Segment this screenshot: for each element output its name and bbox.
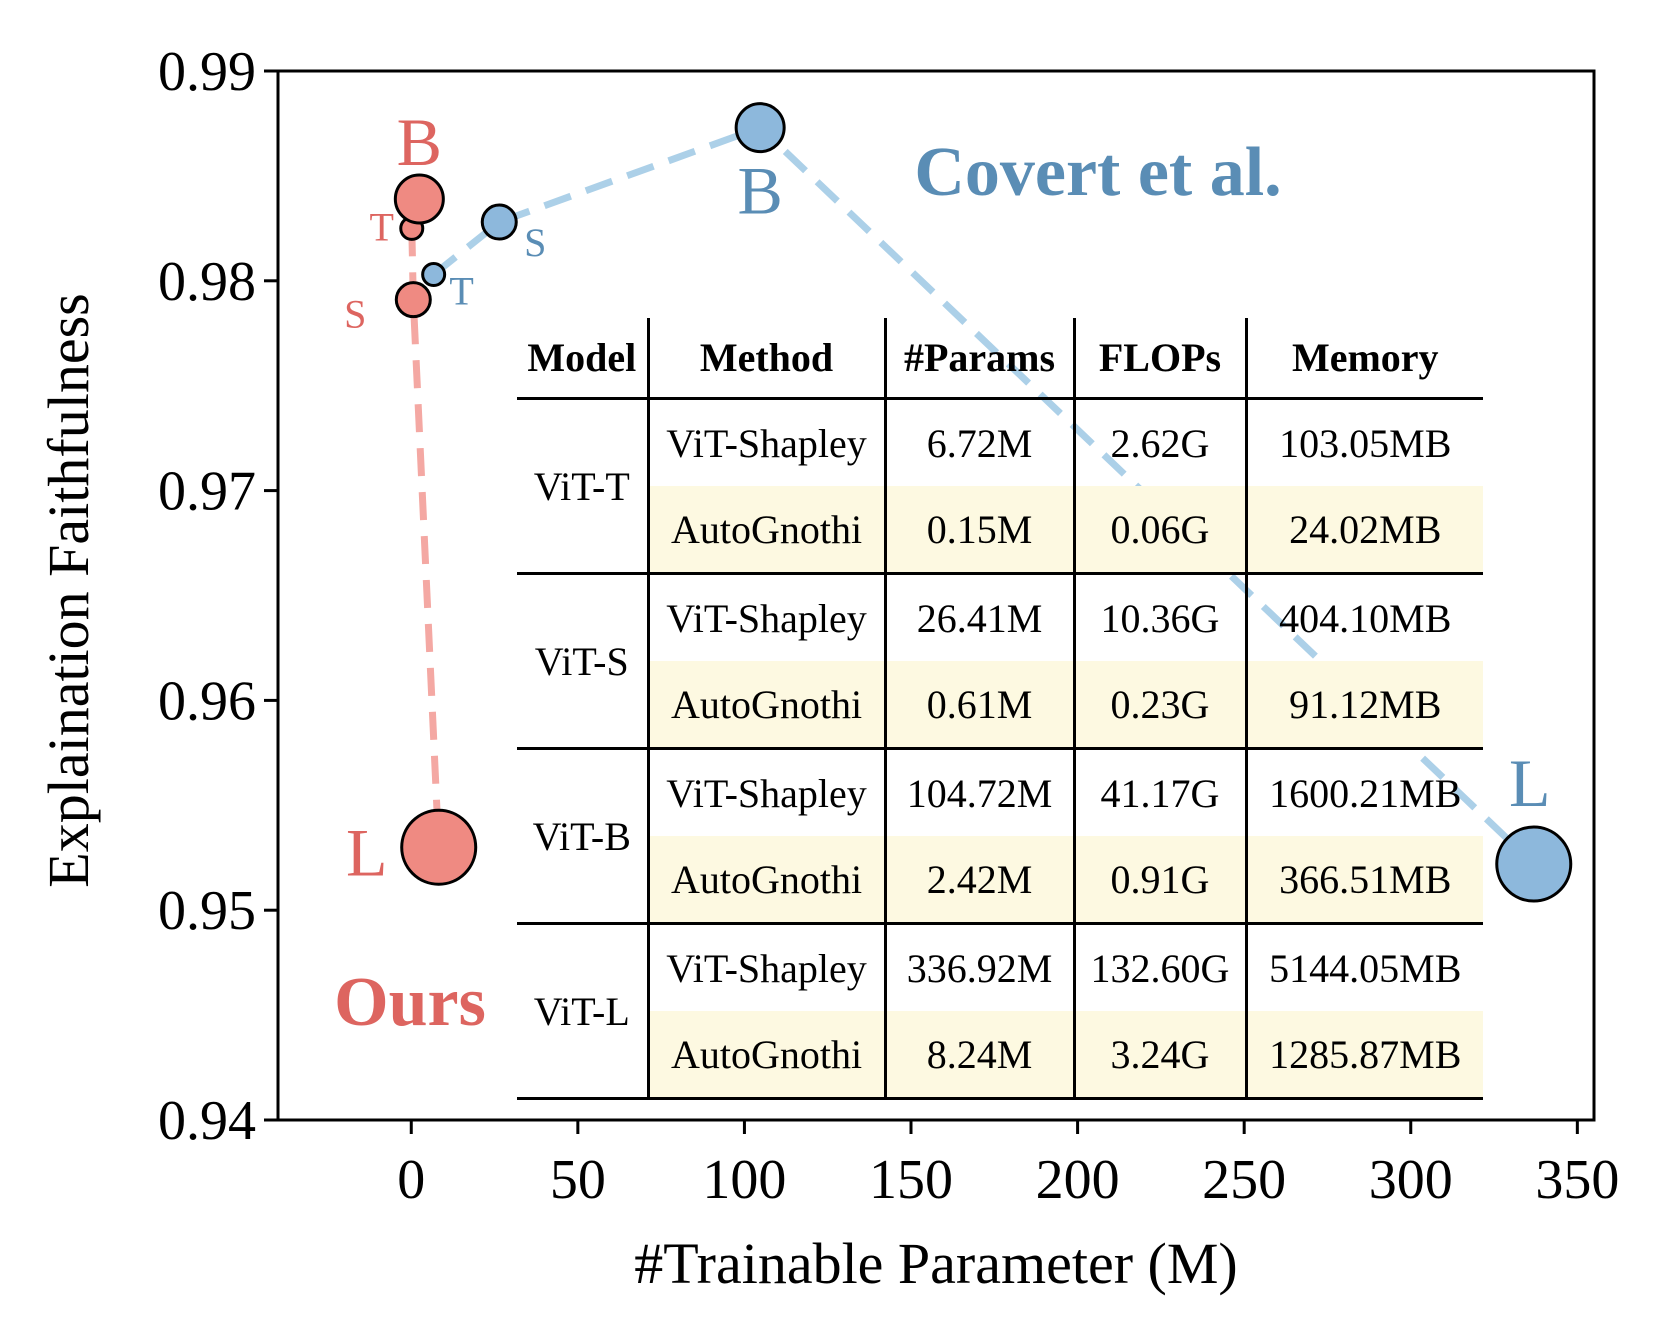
method-cell: ViT-Shapley — [646, 748, 885, 836]
ours-point-L — [400, 808, 478, 886]
flops-cell: 0.23G — [1072, 661, 1246, 750]
flops-cell: 132.60G — [1072, 923, 1246, 1011]
memory-cell: 91.12MB — [1244, 661, 1483, 750]
memory-cell: 404.10MB — [1244, 573, 1483, 661]
method-cell: ViT-Shapley — [646, 573, 885, 661]
header-method: Method — [646, 318, 885, 400]
header-params: #Params — [883, 318, 1074, 400]
method-cell: AutoGnothi — [646, 1011, 885, 1100]
table-row: ViT-T ViT-Shapley 6.72M 2.62G 103.05MB — [517, 398, 1483, 575]
method-cell: ViT-Shapley — [646, 923, 885, 1011]
covert-label-T: T — [449, 269, 473, 314]
memory-cell: 366.51MB — [1244, 836, 1483, 925]
table-row: ViT-S ViT-Shapley 26.41M 10.36G 404.10MB — [517, 573, 1483, 750]
y-tick-label: 0.96 — [158, 670, 256, 732]
covert-label-B: B — [737, 153, 782, 229]
table-row: AutoGnothi 8.24M 3.24G 1285.87MB — [517, 1011, 1483, 1100]
params-cell: 0.15M — [883, 486, 1074, 575]
covert-point-S — [480, 203, 518, 241]
flops-cell: 10.36G — [1072, 573, 1246, 661]
memory-cell: 5144.05MB — [1244, 923, 1483, 1011]
table-row: ViT-B ViT-Shapley 104.72M 41.17G 1600.21… — [517, 748, 1483, 925]
y-tick-label: 0.97 — [158, 461, 256, 523]
flops-cell: 0.91G — [1072, 836, 1246, 925]
flops-cell: 41.17G — [1072, 748, 1246, 836]
memory-cell: 1600.21MB — [1244, 748, 1483, 836]
axis-ticks: 0 50 100 150 200 250 300 350 0.94 0.95 0.96 0.97 0.9… — [158, 41, 1619, 1211]
model-cell: ViT-S — [517, 573, 648, 750]
memory-cell: 24.02MB — [1244, 486, 1483, 575]
flops-cell: 3.24G — [1072, 1011, 1246, 1100]
ours-label-L: L — [346, 814, 388, 890]
model-cell: ViT-B — [517, 748, 648, 925]
y-tick-label: 0.94 — [158, 1090, 256, 1152]
flops-cell: 0.06G — [1072, 486, 1246, 575]
params-cell: 8.24M — [883, 1011, 1074, 1100]
model-cell: ViT-T — [517, 398, 648, 575]
flops-cell: 2.62G — [1072, 398, 1246, 486]
plot-frame — [276, 69, 1596, 1122]
params-cell: 26.41M — [883, 573, 1074, 661]
header-memory: Memory — [1244, 318, 1483, 400]
ours-label-S: S — [344, 292, 366, 337]
x-tick-label: 150 — [869, 1149, 953, 1211]
series-line-ours — [408, 228, 443, 848]
y-tick-label: 0.98 — [158, 251, 256, 313]
ours-point-S — [394, 281, 432, 319]
x-axis-title: #Trainable Parameter (M) — [634, 1231, 1237, 1296]
table-header-row: Model Method #Params FLOPs Memory — [517, 318, 1483, 400]
data-points — [393, 102, 1573, 903]
memory-cell: 1285.87MB — [1244, 1011, 1483, 1100]
x-tick-label: 50 — [550, 1149, 606, 1211]
ours-point-B — [393, 173, 445, 225]
y-tick-label: 0.95 — [158, 880, 256, 942]
params-cell: 336.92M — [883, 923, 1074, 1011]
model-cell: ViT-L — [517, 923, 648, 1100]
ours-label-B: B — [397, 104, 442, 180]
memory-cell: 103.05MB — [1244, 398, 1483, 486]
x-tick-label: 300 — [1369, 1149, 1453, 1211]
params-cell: 0.61M — [883, 661, 1074, 750]
x-tick-label: 250 — [1202, 1149, 1286, 1211]
x-tick-label: 100 — [702, 1149, 786, 1211]
table-row: AutoGnothi 0.61M 0.23G 91.12MB — [517, 661, 1483, 750]
covert-label-L: L — [1509, 745, 1551, 821]
covert-point-T — [421, 262, 447, 288]
series-name-ours: Ours — [334, 964, 486, 1041]
x-tick-label: 200 — [1036, 1149, 1120, 1211]
method-cell: AutoGnothi — [646, 661, 885, 750]
ours-label-T: T — [370, 204, 394, 249]
method-cell: AutoGnothi — [646, 486, 885, 575]
covert-point-L — [1495, 825, 1573, 903]
y-axis-title: Explaination Faithfulness — [36, 293, 101, 887]
x-tick-label: 0 — [397, 1149, 425, 1211]
method-cell: AutoGnothi — [646, 836, 885, 925]
covert-point-B — [734, 102, 786, 154]
params-cell: 6.72M — [883, 398, 1074, 486]
table-row: ViT-L ViT-Shapley 336.92M 132.60G 5144.0… — [517, 923, 1483, 1100]
covert-label-S: S — [524, 220, 546, 265]
header-flops: FLOPs — [1072, 318, 1246, 400]
params-cell: 2.42M — [883, 836, 1074, 925]
x-tick-label: 350 — [1535, 1149, 1619, 1211]
table-row: AutoGnothi 2.42M 0.91G 366.51MB — [517, 836, 1483, 925]
method-cell: ViT-Shapley — [646, 398, 885, 486]
series-name-covert: Covert et al. — [914, 134, 1281, 211]
header-model: Model — [517, 318, 648, 400]
params-cell: 104.72M — [883, 748, 1074, 836]
table-row: AutoGnothi 0.15M 0.06G 24.02MB — [517, 486, 1483, 575]
y-tick-label: 0.99 — [158, 41, 256, 103]
params-table: Model Method #Params FLOPs Memory ViT-T … — [517, 318, 1483, 1100]
